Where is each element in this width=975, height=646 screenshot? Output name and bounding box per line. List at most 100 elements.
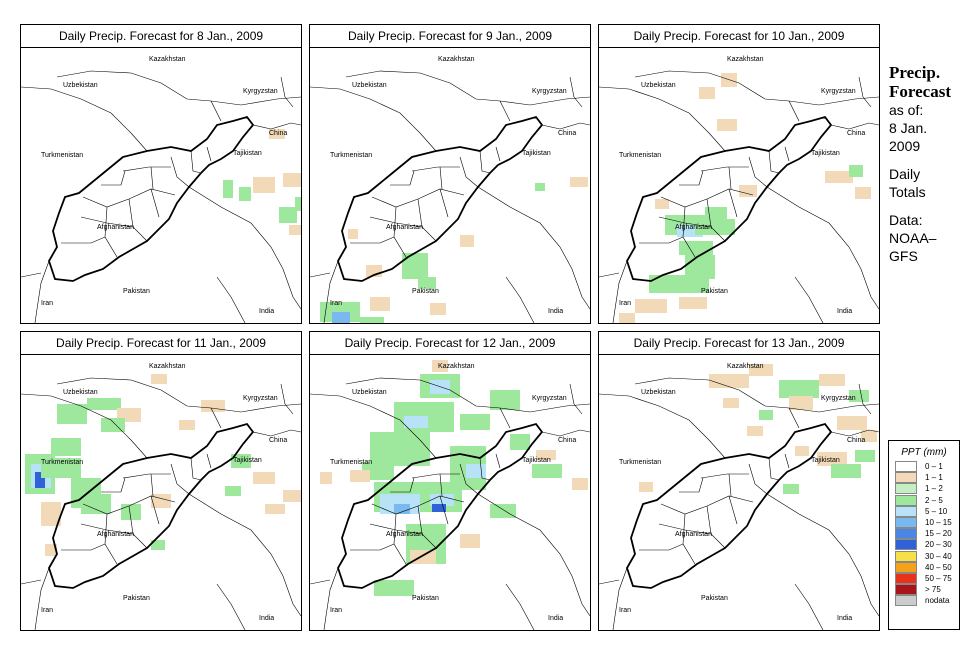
province-line	[728, 188, 738, 218]
border-line	[499, 100, 511, 122]
precip-cell	[179, 420, 195, 430]
province-line	[768, 457, 780, 481]
precip-cell	[430, 494, 454, 506]
border-line	[612, 567, 628, 630]
precip-cell	[709, 374, 749, 388]
province-line	[61, 236, 106, 244]
border-line	[310, 579, 331, 585]
precip-cell	[253, 177, 275, 193]
province-line	[658, 523, 712, 535]
label-iran: Iran	[41, 300, 53, 307]
legend-label: 2 – 5	[925, 495, 943, 505]
precip-cell	[151, 540, 165, 550]
precip-cell	[418, 277, 436, 289]
border-line	[858, 383, 872, 415]
precip-cell	[225, 486, 241, 496]
precip-cell	[289, 225, 301, 235]
label-tajikistan: Tajikistan	[811, 150, 840, 157]
province-line	[748, 463, 768, 495]
precip-cell	[635, 299, 667, 313]
border-line	[280, 76, 294, 108]
legend-label: 50 – 75	[925, 573, 952, 583]
precip-cell	[849, 165, 863, 177]
province-lines	[61, 146, 212, 258]
legend-label: 1 – 1	[925, 473, 943, 483]
province-line	[439, 188, 449, 218]
precip-cell	[432, 504, 446, 512]
border-line	[188, 493, 301, 617]
border-line	[34, 260, 50, 323]
label-india: India	[548, 615, 563, 622]
border-line	[252, 429, 301, 437]
precip-cell	[41, 458, 81, 478]
country-labels: Uzbekistan Kazakhstan Kyrgyzstan China Turkm…	[41, 56, 287, 315]
label-kyrgyzstan: Kyrgyzstan	[243, 395, 278, 402]
border-line	[280, 383, 294, 415]
precip-cell	[861, 430, 877, 442]
legend-label: nodata	[925, 596, 950, 606]
province-line	[679, 477, 704, 493]
label-iran: Iran	[330, 300, 342, 307]
border-line	[56, 70, 301, 106]
data-source-2: GFS	[889, 248, 918, 264]
legend-swatch	[895, 472, 917, 484]
label-afghanistan: Afghanistan	[97, 531, 134, 538]
precip-cell	[699, 87, 715, 99]
border-line	[794, 276, 824, 323]
precip-cell	[723, 398, 739, 408]
label-tajikistan: Tajikistan	[233, 457, 262, 464]
province-line	[682, 513, 696, 565]
precip-cell	[855, 450, 875, 462]
label-india: India	[837, 615, 852, 622]
label-india: India	[837, 308, 852, 315]
label-iran: Iran	[619, 607, 631, 614]
precip-cell	[649, 275, 709, 293]
precip-cell	[410, 550, 436, 564]
province-line	[80, 523, 134, 535]
precip-cell	[717, 119, 737, 131]
precip-cell	[739, 185, 757, 197]
legend-item: 0 – 1	[895, 461, 959, 472]
province-line	[82, 188, 176, 208]
border-line	[188, 186, 301, 310]
legend-label: > 75	[925, 585, 941, 595]
precip-cell	[837, 416, 867, 430]
legend-label: 30 – 40	[925, 551, 952, 561]
precip-cell	[460, 534, 480, 548]
precip-cell	[41, 502, 61, 526]
province-line	[369, 523, 423, 535]
border-line	[788, 407, 800, 429]
precip-cell	[535, 183, 545, 191]
legend-swatch	[895, 595, 917, 607]
border-line	[541, 429, 590, 437]
precip-cell	[348, 229, 358, 239]
province-line	[150, 166, 154, 190]
precip-cell	[121, 504, 141, 520]
label-india: India	[548, 308, 563, 315]
as-of-date: 8 Jan.	[889, 120, 928, 136]
province-line	[479, 457, 491, 481]
precip-cell	[332, 312, 350, 323]
precip-cell	[490, 390, 520, 410]
precip-cell	[404, 416, 428, 428]
precip-cells	[223, 129, 301, 235]
label-tajikistan: Tajikistan	[522, 457, 551, 464]
province-line	[700, 166, 749, 172]
border-line	[794, 583, 824, 630]
province-line	[122, 166, 171, 172]
precip-cell	[705, 207, 727, 219]
info-title-line2: Forecast	[889, 82, 951, 101]
panel-title: Daily Precip. Forecast for 11 Jan., 2009	[21, 332, 301, 355]
map: Uzbekistan Kazakhstan Kyrgyzstan China Turkm…	[599, 363, 879, 630]
legend-item: 40 – 50	[895, 561, 959, 573]
precip-cells	[639, 364, 877, 494]
border-line	[21, 579, 42, 585]
border-line	[766, 186, 879, 310]
province-line	[350, 236, 395, 244]
map: Uzbekistan Kazakhstan Kyrgyzstan China Turkm…	[310, 56, 590, 323]
border-line	[830, 429, 879, 437]
border-line	[477, 186, 590, 310]
precip-cells	[320, 360, 588, 596]
border-line	[21, 393, 148, 459]
label-uzbekistan: Uzbekistan	[352, 82, 387, 89]
